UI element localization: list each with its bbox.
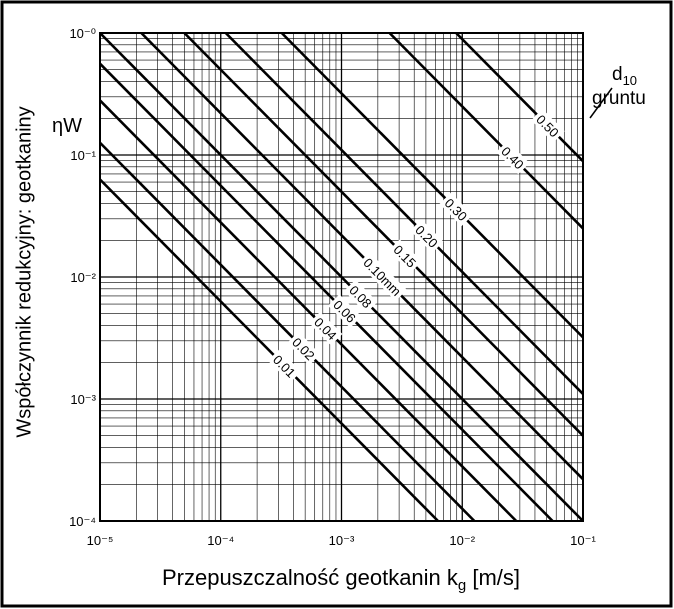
line-label-bg [531, 108, 565, 143]
y-tick-label: 10⁻² [70, 270, 96, 285]
series-line [388, 32, 584, 230]
series-line [224, 32, 584, 395]
x-axis-label: Przepuszczalność geotkanin kg [m/s] [162, 565, 520, 594]
y-tick-label: 10⁻⁰ [69, 26, 96, 41]
x-tick-label: 10⁻¹ [570, 533, 596, 548]
x-tick-label: 10⁻⁵ [87, 533, 114, 548]
y-tick-label: 10⁻³ [70, 392, 96, 407]
y-symbol: ηW [52, 115, 82, 137]
line-label-bg [439, 192, 473, 227]
line-label-bg [344, 279, 378, 314]
grid [99, 32, 584, 522]
series-line [140, 32, 584, 481]
y-tick-label: 10⁻¹ [70, 148, 96, 163]
series-line [455, 32, 584, 163]
series-line [99, 99, 518, 522]
series-line [280, 32, 584, 339]
line-label-bg [309, 311, 343, 346]
lines [99, 32, 584, 522]
series-line [183, 32, 584, 437]
line-label-bg [410, 219, 444, 253]
line-label-bg [328, 294, 362, 328]
series-line [99, 178, 439, 522]
legend-title: d10 [612, 64, 637, 88]
series-line [99, 32, 584, 522]
line-label-bg [358, 252, 407, 302]
line-label-bg [388, 239, 422, 273]
y-axis-label: Współczynnik redukcyjny: geotkaniny [13, 106, 35, 437]
legend-title-line2: gruntu [592, 88, 646, 109]
leader-line [589, 87, 613, 119]
line-label-bg [496, 140, 530, 175]
line-label: 0.02 [287, 331, 321, 366]
x-tick-label: 10⁻⁴ [207, 533, 234, 548]
y-tick-label: 10⁻⁴ [69, 514, 96, 529]
series-line [99, 141, 476, 522]
x-tick-label: 10⁻² [449, 533, 475, 548]
series-line [99, 62, 554, 522]
line-label-bg [267, 349, 302, 383]
plot-border [99, 32, 584, 522]
x-tick-label: 10⁻³ [329, 533, 355, 548]
line-label-bg [287, 331, 321, 366]
